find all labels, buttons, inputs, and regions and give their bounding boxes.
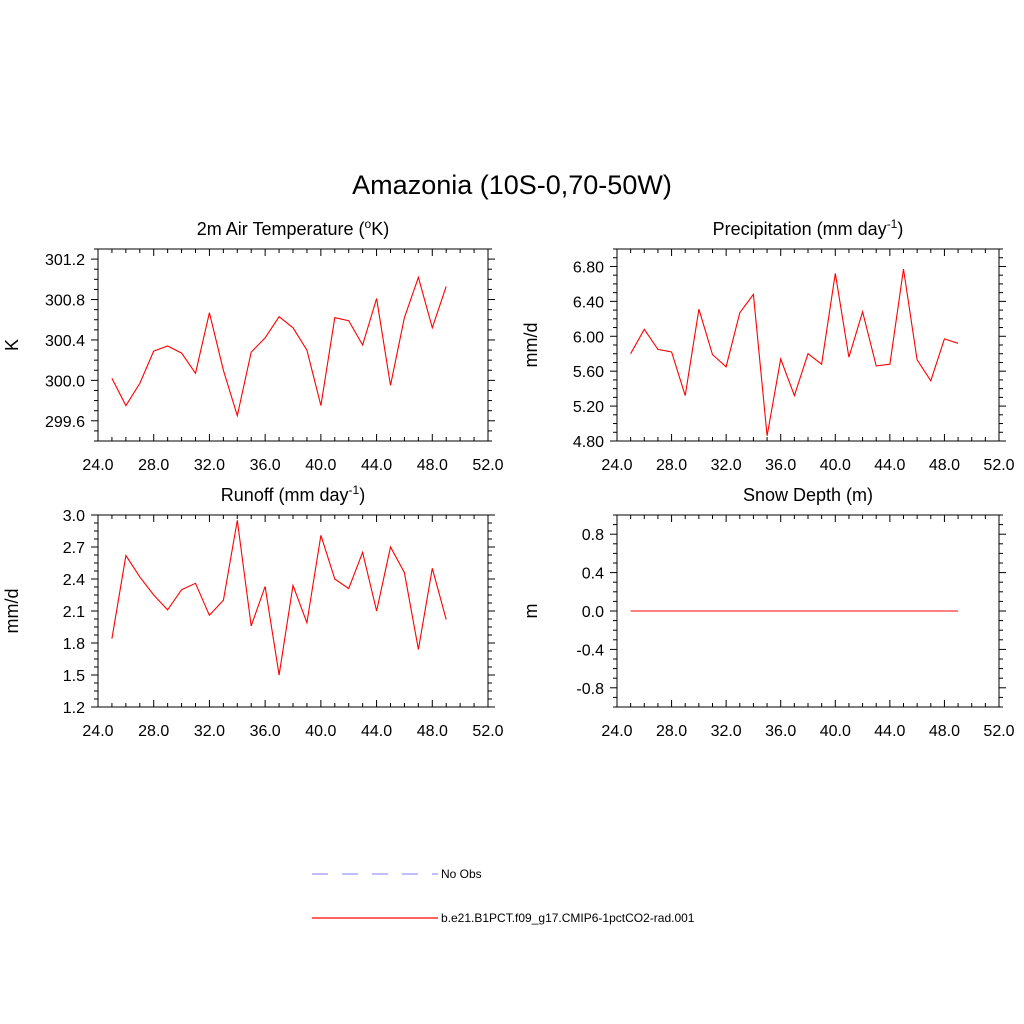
x-tick-label: 40.0: [305, 723, 336, 740]
panel-title-end: K): [371, 219, 389, 239]
x-tick-label: 44.0: [874, 457, 905, 474]
x-tick-label: 32.0: [194, 457, 225, 474]
x-tick-label: 28.0: [656, 457, 687, 474]
panel-1: 24.0 28.0 32.0 36.0 40.0 44.0 48.0 52.0 299.6 300…: [2, 217, 504, 474]
x-tick-label: 24.0: [601, 723, 632, 740]
x-tick-label: 52.0: [983, 723, 1014, 740]
x-tick-label: 52.0: [472, 457, 503, 474]
y-axis-label: mm/d: [2, 589, 22, 634]
x-tick-label: 48.0: [929, 457, 960, 474]
y-tick-label: 0.0: [582, 604, 604, 621]
panel-title-superscript: o: [365, 217, 372, 231]
x-tick-label: 32.0: [194, 723, 225, 740]
y-tick-label: 5.20: [573, 399, 604, 416]
x-tick-label: 24.0: [601, 457, 632, 474]
x-tick-label: 36.0: [765, 723, 796, 740]
legend-model-label: b.e21.B1PCT.f09_g17.CMIP6-1pctCO2-rad.00…: [441, 911, 695, 925]
x-tick-label: 36.0: [765, 457, 796, 474]
y-tick-label: 0.4: [582, 566, 604, 583]
panel-title-end: ): [897, 219, 903, 239]
series-line: [111, 275, 447, 418]
legend-no-obs-label: No Obs: [441, 867, 482, 881]
y-tick-label: 1.2: [63, 700, 85, 717]
y-tick-label: -0.4: [576, 642, 604, 659]
y-tick-label: 4.80: [573, 434, 604, 451]
x-tick-label: 40.0: [305, 457, 336, 474]
panel-title: Precipitation (mm day-1): [713, 217, 904, 239]
y-axis-label: mm/d: [521, 323, 541, 368]
x-tick-label: 48.0: [929, 723, 960, 740]
x-tick-label: 44.0: [361, 457, 392, 474]
y-tick-label: 2.7: [63, 540, 85, 557]
x-tick-label: 48.0: [417, 723, 448, 740]
x-tick-label: 52.0: [983, 457, 1014, 474]
y-tick-label: 6.00: [573, 329, 604, 346]
panel-3: 24.0 28.0 32.0 36.0 40.0 44.0 48.0 52.0 1.2 1.5 1.…: [2, 483, 504, 740]
x-tick-label: 44.0: [874, 723, 905, 740]
x-tick-label: 40.0: [820, 723, 851, 740]
panel-title-main: Snow Depth (m): [743, 485, 873, 505]
y-tick-label: 3.0: [63, 508, 85, 525]
y-tick-label: 6.40: [573, 294, 604, 311]
y-axis-label: K: [2, 339, 22, 351]
x-tick-label: 40.0: [820, 457, 851, 474]
legend: No Obs b.e21.B1PCT.f09_g17.CMIP6-1pctCO2…: [312, 867, 695, 925]
panel-title-main: Runoff (mm day: [221, 485, 349, 505]
x-tick-label: 32.0: [711, 457, 742, 474]
panel-title-main: Precipitation (mm day: [713, 219, 887, 239]
x-tick-label: 32.0: [711, 723, 742, 740]
y-tick-label: 1.5: [63, 668, 85, 685]
panel-title: Runoff (mm day-1): [221, 483, 365, 505]
x-tick-label: 24.0: [82, 723, 113, 740]
y-tick-label: 300.0: [45, 373, 85, 390]
series-line: [630, 269, 959, 436]
panel-title-main: 2m Air Temperature (: [197, 219, 365, 239]
x-tick-label: 24.0: [82, 457, 113, 474]
x-tick-label: 48.0: [417, 457, 448, 474]
panel-title: 2m Air Temperature (oK): [197, 217, 389, 239]
x-tick-label: 52.0: [472, 723, 503, 740]
panel-4: 24.0 28.0 32.0 36.0 40.0 44.0 48.0 52.0 -0.8 -0.4…: [521, 485, 1015, 740]
y-tick-label: 301.2: [45, 252, 85, 269]
y-tick-label: 0.8: [582, 527, 604, 544]
panel-title-superscript: -1: [349, 483, 360, 497]
figure-title: Amazonia (10S-0,70-50W): [352, 170, 672, 200]
y-tick-label: 299.6: [45, 414, 85, 431]
x-tick-label: 44.0: [361, 723, 392, 740]
y-tick-label: 6.80: [573, 259, 604, 276]
x-tick-label: 28.0: [656, 723, 687, 740]
y-tick-label: 300.4: [45, 333, 85, 350]
y-tick-label: 5.60: [573, 364, 604, 381]
y-axis-label: m: [521, 604, 541, 619]
x-tick-label: 28.0: [138, 457, 169, 474]
plot-frame: [616, 248, 1000, 442]
plot-frame: [97, 248, 489, 442]
panel-title-superscript: -1: [887, 217, 898, 231]
x-tick-label: 36.0: [250, 723, 281, 740]
plot-frame: [97, 514, 489, 708]
y-tick-label: 2.1: [63, 604, 85, 621]
panel-title-end: ): [359, 485, 365, 505]
series-line: [111, 520, 447, 676]
panel-title: Snow Depth (m): [743, 485, 873, 505]
y-tick-label: 1.8: [63, 636, 85, 653]
x-tick-label: 28.0: [138, 723, 169, 740]
panel-2: 24.0 28.0 32.0 36.0 40.0 44.0 48.0 52.0 4.80 5.20…: [521, 217, 1015, 474]
y-tick-label: -0.8: [576, 681, 604, 698]
y-tick-label: 300.8: [45, 293, 85, 310]
y-tick-label: 2.4: [63, 572, 85, 589]
x-tick-label: 36.0: [250, 457, 281, 474]
